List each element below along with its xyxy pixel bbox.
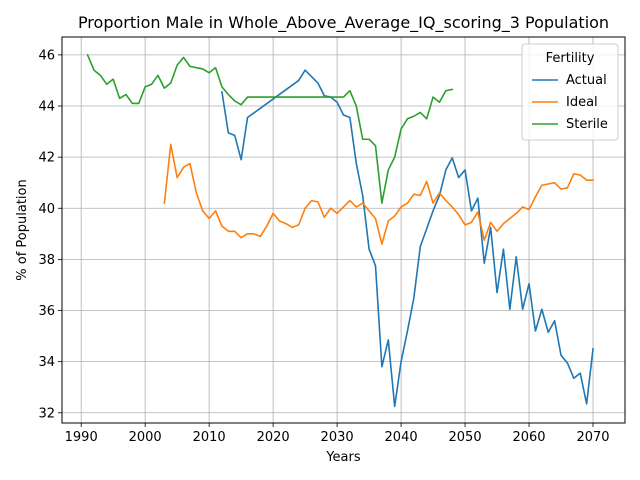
- x-tick-label: 1990: [65, 430, 98, 445]
- x-tick-label: 2050: [449, 430, 482, 445]
- y-tick-label: 38: [38, 253, 55, 268]
- x-tick-label: 2060: [512, 430, 545, 445]
- chart-title: Proportion Male in Whole_Above_Average_I…: [78, 13, 609, 33]
- y-tick-label: 32: [38, 406, 55, 421]
- legend: Fertility Actual Ideal Sterile: [521, 43, 619, 141]
- x-tick-label: 2040: [385, 430, 418, 445]
- plot-frame: [61, 36, 626, 424]
- y-tick-label: 36: [38, 304, 55, 319]
- axis-ticks: 1990 2000 2010 2020 2030 2040 2050 2060 2070 32 34…: [38, 48, 609, 445]
- legend-label-sterile: Sterile: [566, 117, 608, 132]
- y-axis-title: % of Population: [15, 179, 30, 280]
- x-tick-label: 2030: [321, 430, 354, 445]
- y-tick-label: 42: [38, 151, 55, 166]
- series-line-actual: [221, 69, 594, 408]
- series-lines: [86, 53, 594, 408]
- x-tick-label: 2000: [129, 430, 162, 445]
- y-tick-label: 46: [38, 48, 55, 63]
- legend-title: Fertility: [546, 51, 595, 66]
- y-tick-label: 34: [38, 355, 55, 370]
- series-line-sterile: [86, 53, 454, 204]
- x-tick-label: 2070: [576, 430, 609, 445]
- x-tick-label: 2010: [193, 430, 226, 445]
- y-tick-label: 40: [38, 202, 55, 217]
- legend-label-actual: Actual: [566, 73, 607, 88]
- legend-box: [521, 43, 619, 141]
- x-tick-label: 2020: [257, 430, 290, 445]
- series-line-ideal: [163, 143, 594, 245]
- legend-label-ideal: Ideal: [566, 95, 598, 110]
- y-tick-label: 44: [38, 100, 55, 115]
- x-axis-title: Years: [325, 450, 361, 465]
